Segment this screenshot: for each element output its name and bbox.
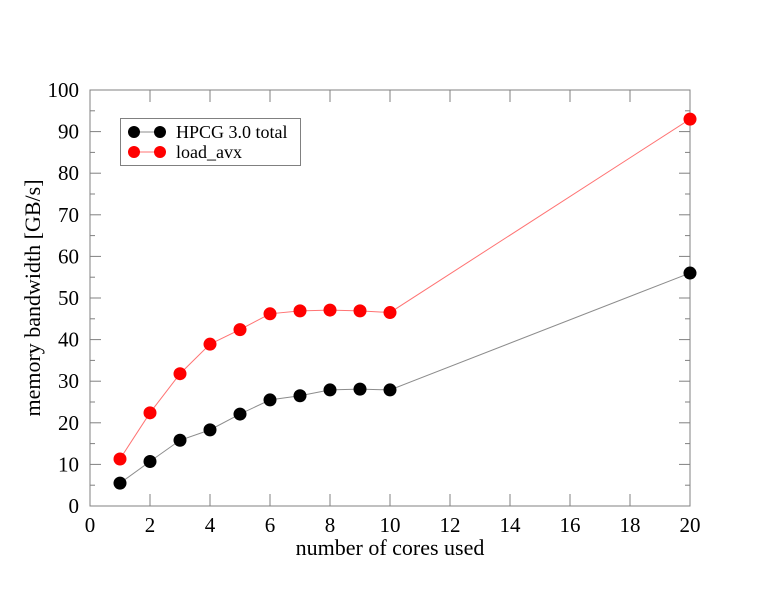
y-tick-label: 80 <box>58 161 79 185</box>
x-tick-label: 18 <box>620 513 641 537</box>
x-tick-label: 4 <box>205 513 216 537</box>
series-load-avx <box>113 112 697 466</box>
y-tick-label: 0 <box>69 494 80 518</box>
y-tick-label: 20 <box>58 411 79 435</box>
data-point <box>173 367 187 381</box>
legend: HPCG 3.0 total load_avx <box>120 118 301 166</box>
data-point <box>143 406 157 420</box>
y-axis-ticks <box>90 89 690 507</box>
data-point <box>323 303 337 317</box>
series-hpcg-3-0-total <box>113 266 697 490</box>
x-tick-label: 8 <box>325 513 336 537</box>
data-point <box>143 454 157 468</box>
y-tick-label: 40 <box>58 328 79 352</box>
data-point <box>113 476 127 490</box>
x-tick-label: 6 <box>265 513 276 537</box>
legend-item-load-avx: load_avx <box>127 142 288 162</box>
legend-marker-icon <box>128 126 140 138</box>
y-tick-label: 60 <box>58 244 79 268</box>
data-point <box>383 306 397 320</box>
data-point <box>683 112 697 126</box>
data-point <box>353 382 367 396</box>
data-point <box>383 383 397 397</box>
data-point <box>263 393 277 407</box>
x-tick-label: 12 <box>440 513 461 537</box>
data-point <box>203 423 217 437</box>
x-axis-title: number of cores used <box>295 535 485 560</box>
x-tick-label: 16 <box>560 513 581 537</box>
x-tick-label: 10 <box>380 513 401 537</box>
legend-label-load-avx: load_avx <box>176 142 242 162</box>
legend-marker-icon <box>128 146 140 158</box>
data-point <box>683 266 697 280</box>
data-point <box>293 389 307 403</box>
x-axis-ticks <box>89 90 691 506</box>
series-line <box>119 272 691 484</box>
data-point <box>323 383 337 397</box>
legend-symbol-hpcg <box>128 126 166 138</box>
y-tick-label: 50 <box>58 286 79 310</box>
legend-marker-icon <box>154 126 166 138</box>
y-tick-label: 100 <box>48 78 80 102</box>
x-tick-label: 0 <box>85 513 96 537</box>
data-point <box>293 304 307 318</box>
legend-marker-icon <box>154 146 166 158</box>
y-tick-label: 30 <box>58 369 79 393</box>
data-point <box>173 433 187 447</box>
y-tick-label: 90 <box>58 120 79 144</box>
data-point <box>203 337 217 351</box>
data-point <box>263 307 277 321</box>
y-tick-label: 70 <box>58 203 79 227</box>
x-tick-label: 14 <box>500 513 522 537</box>
series-line <box>119 118 691 460</box>
legend-label-hpcg: HPCG 3.0 total <box>176 122 288 142</box>
data-point <box>113 452 127 466</box>
x-tick-label: 2 <box>145 513 156 537</box>
data-point <box>233 323 247 337</box>
legend-symbol-load-avx <box>128 146 166 158</box>
y-axis-title: memory bandwidth [GB/s] <box>20 179 45 417</box>
y-tick-label: 10 <box>58 452 79 476</box>
x-tick-label: 20 <box>680 513 701 537</box>
data-point <box>233 407 247 421</box>
data-point <box>353 304 367 318</box>
legend-item-hpcg: HPCG 3.0 total <box>127 122 288 142</box>
